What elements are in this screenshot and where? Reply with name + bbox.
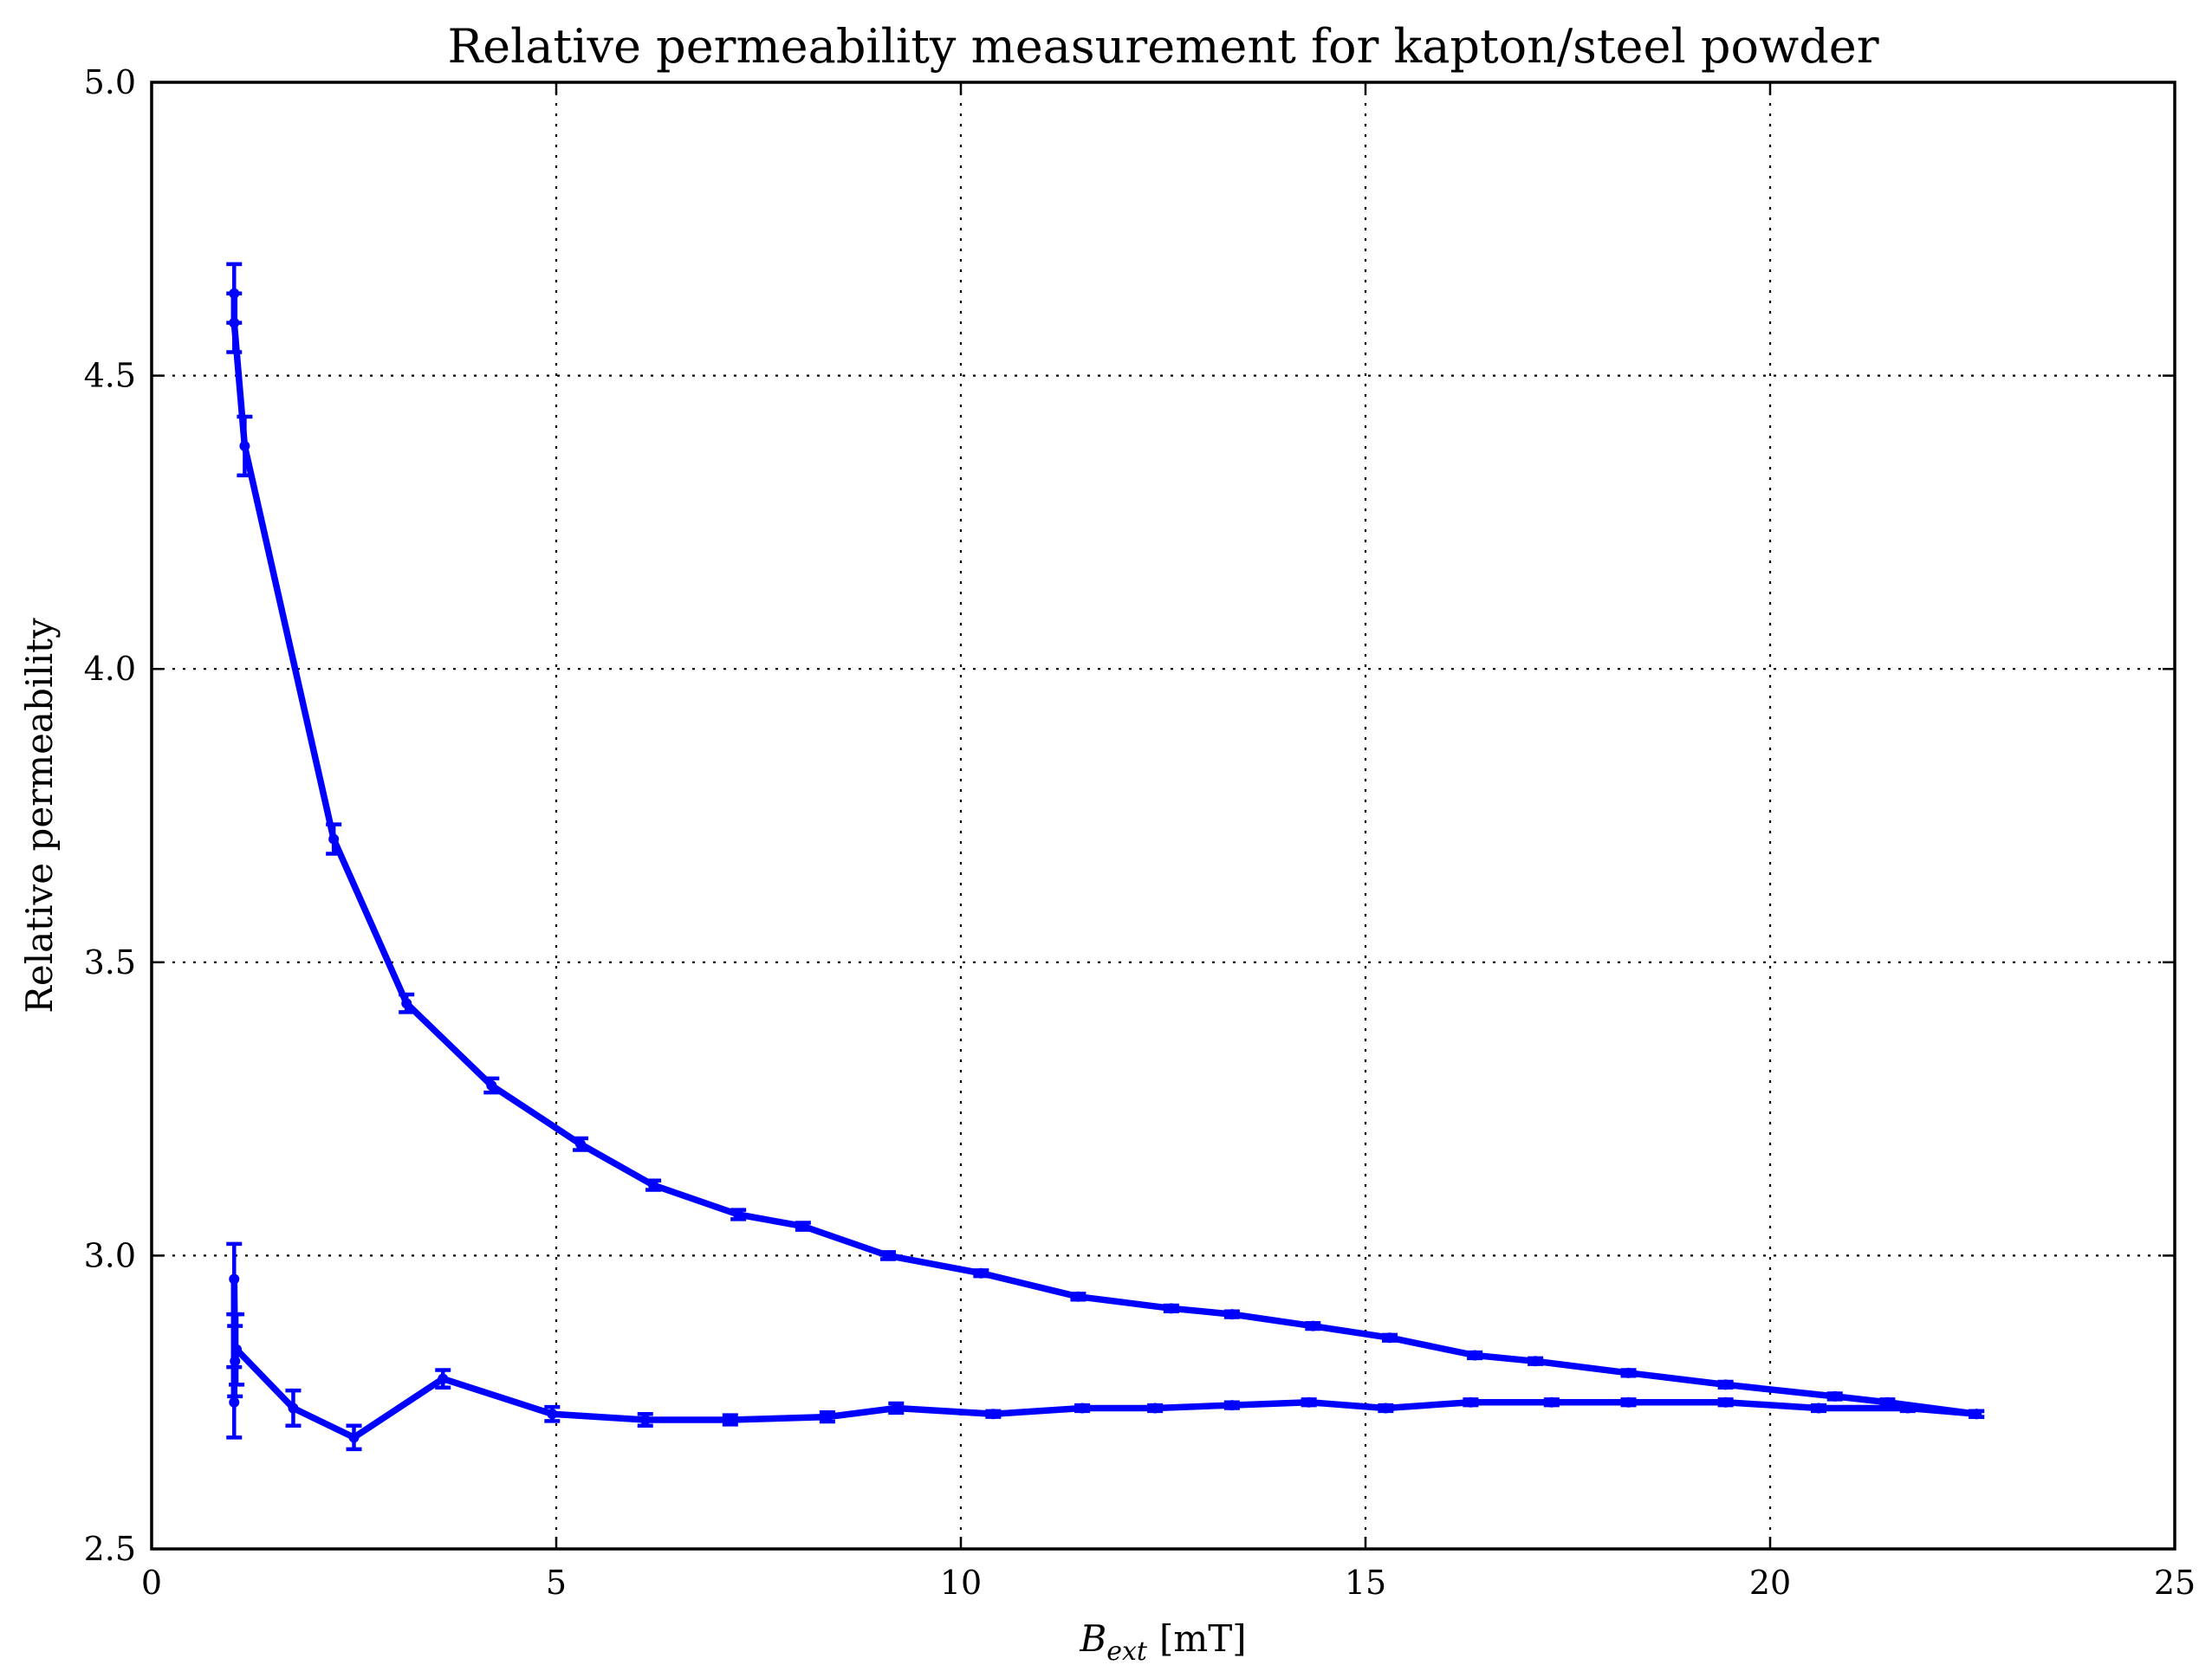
x-axis-label-main: B [1079, 1617, 1106, 1660]
x-axis-label-unit: [mT] [1159, 1617, 1247, 1660]
data-point [988, 1409, 999, 1420]
data-point [229, 1396, 240, 1408]
data-point [1307, 1320, 1319, 1331]
data-point [724, 1415, 736, 1426]
data-point [1720, 1396, 1731, 1408]
data-point [1077, 1403, 1088, 1414]
x-axis-label-sub: ext [1106, 1636, 1148, 1667]
x-axis-label: Bext [mT] [1079, 1617, 1246, 1667]
x-tick-label: 25 [2154, 1564, 2196, 1602]
data-point [575, 1138, 587, 1150]
data-point [1165, 1303, 1177, 1314]
y-tick-label: 3.0 [84, 1236, 136, 1274]
y-tick-label: 4.0 [84, 650, 136, 688]
x-tick-label: 0 [141, 1564, 162, 1602]
series-1 [226, 1241, 1985, 1452]
data-point [348, 1432, 360, 1443]
series-2 [226, 262, 1985, 1420]
data-point [882, 1250, 893, 1261]
data-point [1385, 1332, 1396, 1344]
data-point [1546, 1396, 1557, 1408]
data-point [1829, 1390, 1840, 1402]
data-point [976, 1267, 987, 1279]
data-point [438, 1373, 449, 1384]
y-tick-label: 3.5 [84, 943, 136, 982]
data-point [1623, 1396, 1634, 1408]
data-point [1226, 1309, 1237, 1320]
data-point [1073, 1291, 1084, 1302]
data-point [1226, 1400, 1237, 1411]
data-point [328, 833, 340, 845]
ticks: 0 5 10 15 20 25 2.5 3.0 3.5 4.0 4.5 5.0 [84, 63, 2196, 1602]
data-point [547, 1409, 558, 1420]
data-point [797, 1221, 808, 1232]
data-point [1720, 1379, 1731, 1390]
y-axis-label: Relative permeability [18, 618, 61, 1014]
data-point [821, 1411, 833, 1422]
data-point [1380, 1403, 1391, 1414]
x-tick-label: 20 [1749, 1564, 1791, 1602]
data-point [1971, 1409, 1982, 1420]
data-point [1150, 1403, 1161, 1414]
data-point [229, 1273, 240, 1285]
series-layer [226, 262, 1985, 1452]
grid [152, 82, 2175, 1549]
data-point [1813, 1403, 1825, 1414]
data-point [239, 440, 250, 451]
x-tick-label: 5 [546, 1564, 567, 1602]
data-point [401, 998, 412, 1009]
data-point [1465, 1396, 1476, 1408]
data-point [639, 1415, 651, 1426]
data-point [1530, 1356, 1541, 1367]
x-tick-label: 10 [940, 1564, 982, 1602]
data-point [1303, 1396, 1314, 1408]
data-point [648, 1180, 659, 1191]
data-point [230, 1356, 241, 1367]
data-point [1882, 1396, 1893, 1408]
y-tick-label: 4.5 [84, 357, 136, 395]
chart-title: Relative permeability measurement for ka… [447, 19, 1878, 74]
data-point [1469, 1350, 1481, 1361]
series-line [230, 290, 1980, 1417]
data-point [229, 317, 240, 328]
data-point [486, 1080, 497, 1092]
data-point [288, 1403, 299, 1414]
data-point [733, 1208, 744, 1220]
x-tick-label: 15 [1345, 1564, 1386, 1602]
data-point [891, 1403, 902, 1414]
data-point [1623, 1367, 1634, 1378]
plot-frame [150, 81, 2176, 1551]
y-tick-label: 5.0 [84, 63, 136, 101]
y-tick-label: 2.5 [84, 1530, 136, 1568]
